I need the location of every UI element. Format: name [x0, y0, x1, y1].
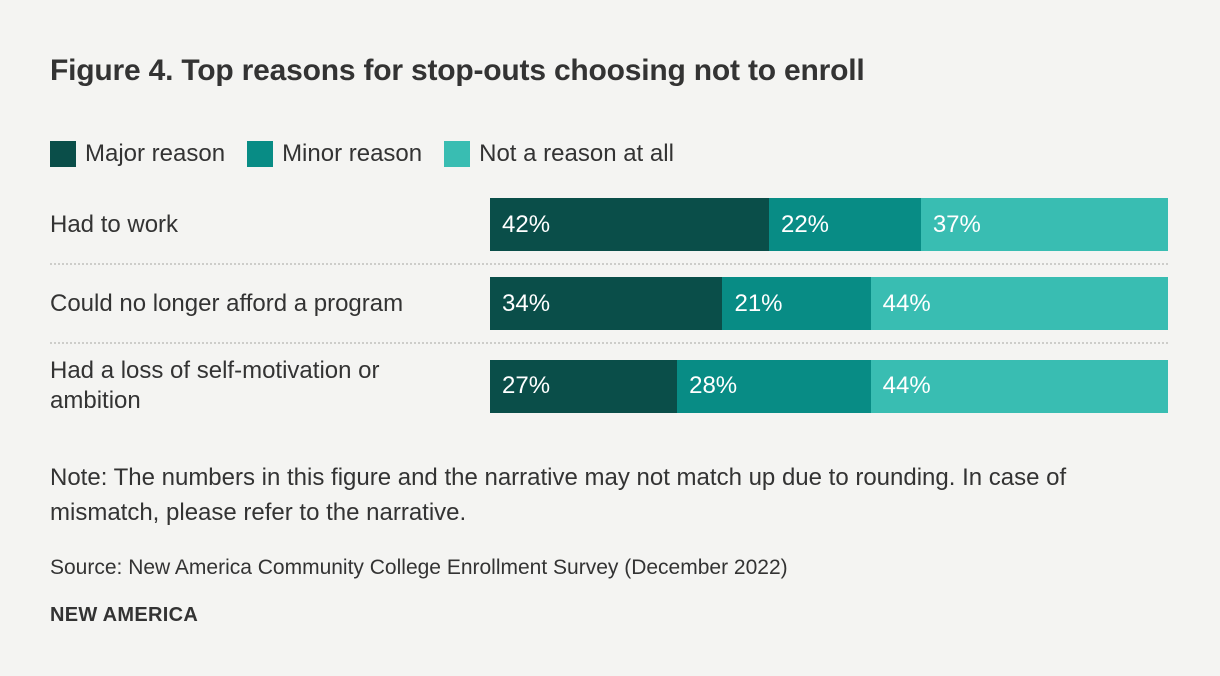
legend: Major reason Minor reason Not a reason at …	[50, 140, 1168, 168]
legend-label: Not a reason at all	[479, 140, 674, 167]
bar-value-label: 21%	[734, 289, 783, 317]
stacked-bar: 34% 21% 44%	[490, 277, 1168, 330]
bar-value-label: 28%	[689, 372, 738, 399]
bar-segment-not-a-reason-at-all: 37%	[920, 198, 1168, 251]
row-label: Could no longer afford a program	[50, 289, 404, 317]
row-label: Had a loss of self-motivation or ambitio…	[50, 357, 380, 414]
bar-value-label: 44%	[882, 289, 931, 317]
new-america-logo: NEW AMERICA	[50, 604, 199, 626]
bar-segment-major-reason: 42%	[490, 198, 769, 251]
chart-row-had-to-work: Had to work 42% 22% 37%	[50, 198, 1168, 263]
bar-value-label: 27%	[502, 372, 551, 399]
chart-row-could-no-longer-afford-a-program: Could no longer afford a program 34% 21% 44…	[50, 263, 1168, 342]
stacked-bar-chart: Had to work 42% 22% 37% Could no longer affo…	[50, 198, 1168, 416]
legend-item-minor-reason: Minor reason	[247, 140, 422, 168]
bar-segment-minor-reason: 21%	[722, 277, 871, 330]
legend-label: Major reason	[85, 140, 226, 167]
legend-swatch	[50, 141, 76, 167]
bar-segment-major-reason: 27%	[490, 359, 678, 413]
stacked-bar: 42% 22% 37%	[490, 198, 1168, 251]
bar-segment-minor-reason: 22%	[768, 198, 921, 251]
legend-swatch	[444, 141, 471, 167]
legend-item-major-reason: Major reason	[50, 140, 225, 168]
bar-segment-major-reason: 34%	[490, 277, 723, 330]
bar-value-label: 42%	[502, 210, 551, 238]
source-text: Source: New America Community College En…	[50, 556, 788, 579]
legend-swatch	[247, 141, 274, 167]
note-text: Note: The numbers in this figure and the…	[50, 464, 1067, 526]
bar-segment-not-a-reason-at-all: 44%	[870, 359, 1168, 413]
chart-row-had-a-loss-of-self-motivation-or-ambition: Had a loss of self-motivation or ambitio…	[50, 342, 1168, 416]
bar-value-label: 44%	[882, 372, 931, 399]
row-label: Had to work	[50, 210, 179, 238]
figure-title: Figure 4. Top reasons for stop-outs choo…	[50, 54, 865, 87]
legend-item-not-a-reason-at-all: Not a reason at all	[444, 140, 674, 168]
legend-label: Minor reason	[282, 140, 423, 167]
bar-value-label: 37%	[932, 210, 981, 238]
bar-segment-not-a-reason-at-all: 44%	[870, 277, 1168, 330]
bar-value-label: 22%	[780, 210, 830, 238]
bar-segment-minor-reason: 28%	[677, 359, 871, 413]
stacked-bar: 27% 28% 44%	[490, 359, 1168, 413]
bar-value-label: 34%	[502, 289, 551, 317]
